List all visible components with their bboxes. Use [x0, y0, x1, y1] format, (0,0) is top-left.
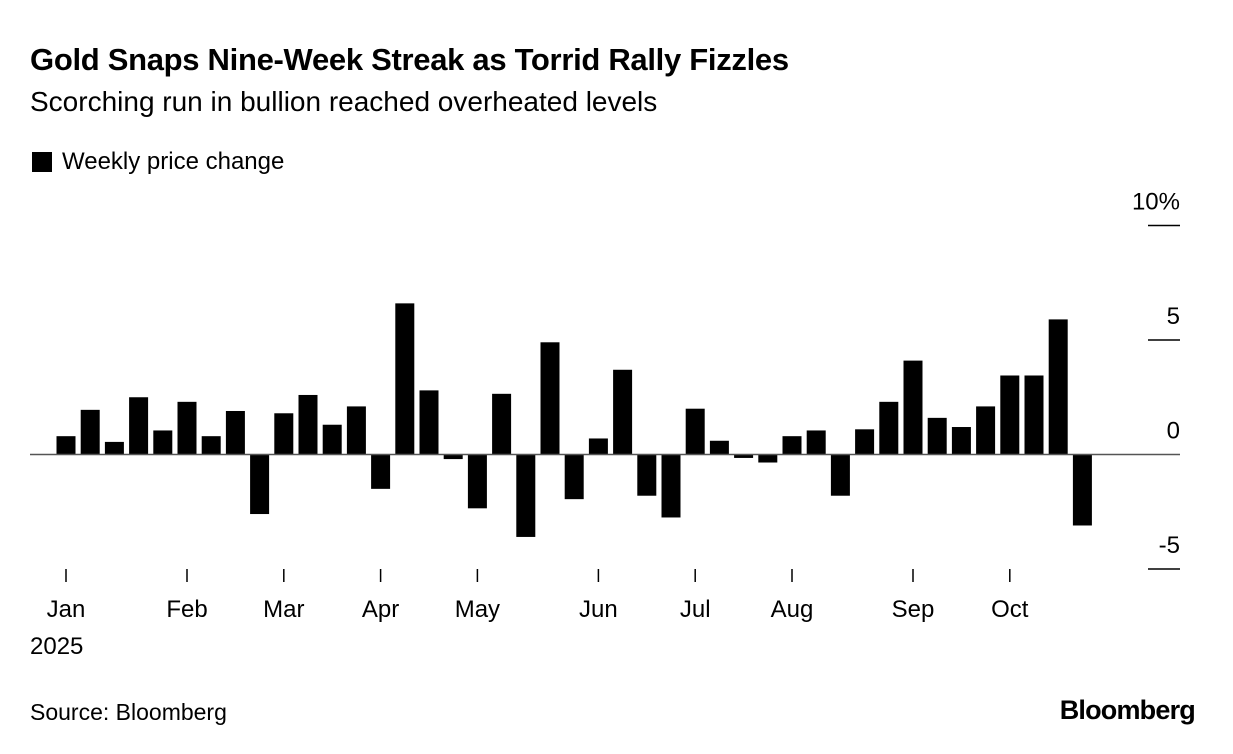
chart-subtitle: Scorching run in bullion reached overhea… — [30, 86, 658, 117]
bar — [540, 342, 560, 455]
y-tick-label: 10% — [1132, 189, 1180, 216]
bar — [830, 454, 850, 496]
bar — [927, 417, 947, 455]
x-tick-label: Sep — [892, 596, 935, 623]
y-tick-label: 5 — [1167, 303, 1180, 330]
y-tick-label: 0 — [1167, 418, 1180, 445]
x-tick-label: Feb — [166, 596, 207, 623]
legend: Weekly price change — [32, 148, 284, 176]
x-tick-label: Mar — [263, 596, 304, 623]
bar — [661, 454, 681, 518]
bar — [492, 393, 512, 455]
bar — [758, 454, 778, 463]
bar — [564, 454, 584, 500]
bar — [1048, 319, 1068, 455]
bar — [1000, 375, 1020, 455]
bar — [516, 454, 536, 537]
legend-swatch — [32, 152, 52, 172]
bar — [395, 303, 415, 455]
bar — [879, 401, 899, 455]
bar — [419, 390, 439, 455]
bar — [56, 436, 76, 455]
bar — [201, 436, 221, 455]
bar — [734, 454, 754, 458]
bar — [322, 424, 342, 455]
legend-label: Weekly price change — [62, 148, 285, 175]
bar — [129, 397, 149, 455]
bloomberg-logo: Bloomberg — [1059, 695, 1196, 725]
bar — [443, 454, 463, 460]
bar — [371, 454, 391, 489]
bar — [177, 401, 197, 455]
bar — [274, 413, 294, 455]
x-tick-label: Jun — [579, 596, 618, 623]
bar — [613, 369, 633, 455]
x-tick-label: May — [455, 596, 500, 623]
bar — [685, 408, 705, 455]
x-tick-label: Oct — [991, 596, 1029, 623]
bar — [346, 406, 366, 455]
bar — [104, 441, 124, 455]
bar — [709, 440, 729, 455]
chart-title: Gold Snaps Nine-Week Streak as Torrid Ra… — [30, 42, 789, 77]
bar — [976, 406, 996, 455]
source-note: Source: Bloomberg — [30, 699, 227, 725]
x-tick-label: Jul — [680, 596, 711, 623]
bar — [467, 454, 487, 509]
bar — [588, 438, 608, 455]
x-tick-label: Aug — [771, 596, 814, 623]
bar — [951, 427, 971, 455]
bar — [225, 410, 245, 455]
bar — [855, 429, 875, 455]
bar — [1024, 375, 1044, 455]
year-label: 2025 — [30, 633, 83, 660]
bar — [782, 436, 802, 455]
x-tick-label: Apr — [362, 596, 399, 623]
bar — [298, 394, 318, 455]
bar — [637, 454, 657, 496]
bar — [806, 430, 826, 455]
bar — [1072, 454, 1092, 526]
y-tick-label: -5 — [1159, 532, 1180, 559]
bar — [903, 360, 923, 455]
bar — [250, 454, 270, 515]
bar — [153, 430, 173, 455]
x-tick-label: Jan — [47, 596, 86, 623]
bar — [80, 409, 100, 455]
